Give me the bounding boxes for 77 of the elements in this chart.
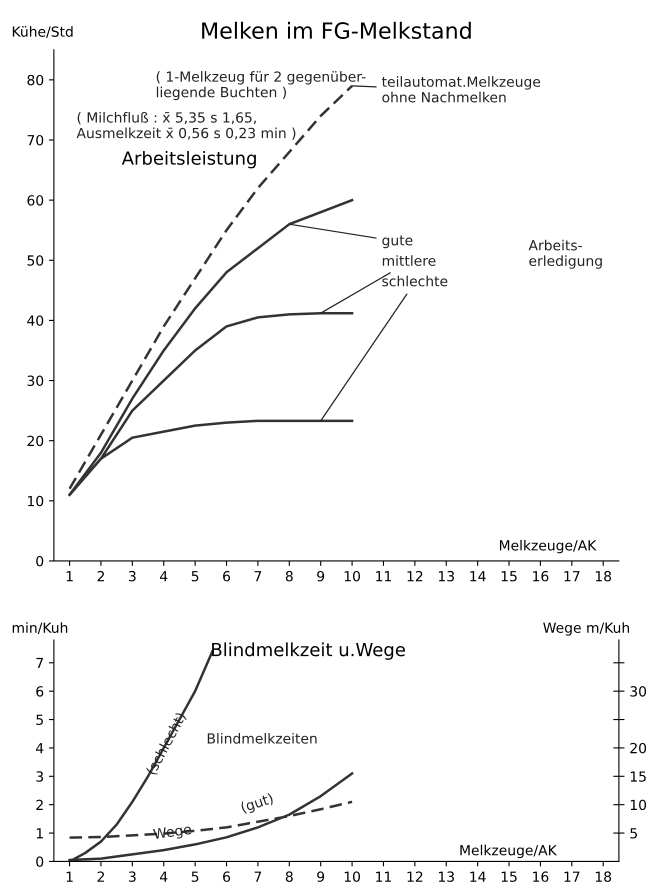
chart-title: Blindmelkzeit u.Wege (212, 642, 405, 660)
line-series (68, 84, 354, 490)
x-tick-label: 6 (223, 871, 230, 882)
x-tick-label: 14 (470, 571, 486, 582)
annotation: Blindmelkzeiten (208, 732, 317, 744)
y2-axis-title: Wege m/Kuh (543, 622, 630, 636)
y2-tick-label: 20 (630, 742, 646, 754)
x-tick-label: 5 (192, 571, 198, 582)
x-tick-label: 5 (192, 872, 198, 882)
y-tick-label: 3 (36, 771, 44, 782)
x-tick-label: 4 (160, 872, 168, 882)
y-tick-label: 70 (28, 134, 44, 146)
x-tick-label: 8 (286, 570, 293, 582)
annotation: Arbeits- erledigung (528, 240, 602, 269)
text: (gut) (240, 792, 274, 816)
x-tick-label: 11 (376, 872, 392, 882)
annotation: ( 1-Melkzeug für 2 gegenüber- liegende Buchten ) (156, 71, 366, 100)
x-tick-label: 3 (128, 570, 136, 582)
x-tick-label: 15 (502, 872, 517, 882)
y-tick-label: 60 (27, 195, 44, 206)
x-tick-label: 13 (438, 871, 454, 882)
text: gute (382, 236, 412, 248)
x-tick-label: 4 (160, 571, 168, 582)
y-axis-title: Kühe/Std (12, 26, 73, 38)
y2-tick-label: 5 (630, 828, 637, 839)
x-tick-label: 11 (376, 571, 392, 582)
x-tick-label: 16 (533, 871, 548, 882)
y-tick-label: 30 (28, 376, 44, 386)
y-tick-label: 5 (36, 714, 43, 726)
x-tick-label: 7 (254, 872, 262, 882)
x-tick-label: 16 (533, 570, 548, 582)
x-tick-label: 6 (223, 570, 230, 582)
x-axis-title: Melkzeuge/AK (500, 540, 597, 554)
x-tick-label: 9 (317, 871, 324, 882)
y2-tick-label: 30 (630, 686, 646, 697)
x-tick-label: 1 (66, 571, 73, 582)
y-tick-label: 6 (36, 686, 44, 697)
y-tick-label: 10 (28, 496, 44, 506)
x-tick-label: 14 (470, 872, 486, 882)
text: teilautomat.Melkzeuge ohne Nachmelken (382, 76, 540, 102)
x-tick-label: 9 (317, 570, 324, 582)
text: schlechte (382, 276, 448, 286)
x-tick-label: 8 (286, 871, 293, 882)
y-tick-label: 7 (36, 658, 43, 668)
chart-title: Melken im FG-Melkstand (202, 22, 471, 39)
y-tick-label: 20 (27, 436, 44, 446)
x-axis-title: Melkzeuge/AK (460, 844, 558, 858)
x-tick-label: 13 (438, 570, 454, 582)
x-tick-label: 10 (344, 871, 360, 882)
annotation: ( Milchfluß : x̄ 5,35 s 1,65, Ausmelkzeit x̄ 0,56 s 0,23 min ) (76, 112, 296, 140)
y-tick-label: 50 (28, 255, 44, 266)
x-tick-label: 7 (254, 571, 262, 582)
y-tick-label: 2 (36, 800, 43, 810)
text: Arbeitsleistung (122, 150, 256, 168)
y-tick-label: 4 (36, 743, 44, 754)
text: mittlere (382, 255, 436, 266)
text: Wege (152, 824, 192, 842)
y-tick-label: 1 (36, 828, 43, 838)
x-tick-label: 12 (408, 871, 422, 882)
x-tick-label: 18 (596, 570, 612, 582)
x-tick-label: 10 (344, 570, 360, 582)
y-tick-label: 80 (27, 74, 44, 86)
x-tick-label: 2 (98, 871, 104, 882)
y-tick-label: 0 (36, 556, 44, 566)
y2-tick-label: 15 (630, 771, 646, 782)
y2-tick-label: 10 (630, 800, 646, 810)
x-tick-label: 12 (408, 570, 422, 582)
x-tick-label: 15 (502, 571, 517, 582)
x-tick-label: 2 (98, 570, 104, 582)
x-tick-label: 1 (66, 872, 73, 882)
y-tick-label: 0 (36, 856, 44, 867)
x-tick-label: 17 (564, 872, 580, 882)
y-axis-title: min/Kuh (12, 622, 68, 634)
x-tick-label: 18 (596, 871, 612, 882)
x-tick-label: 3 (128, 871, 136, 882)
x-tick-label: 17 (564, 571, 580, 582)
y-tick-label: 40 (27, 315, 44, 326)
